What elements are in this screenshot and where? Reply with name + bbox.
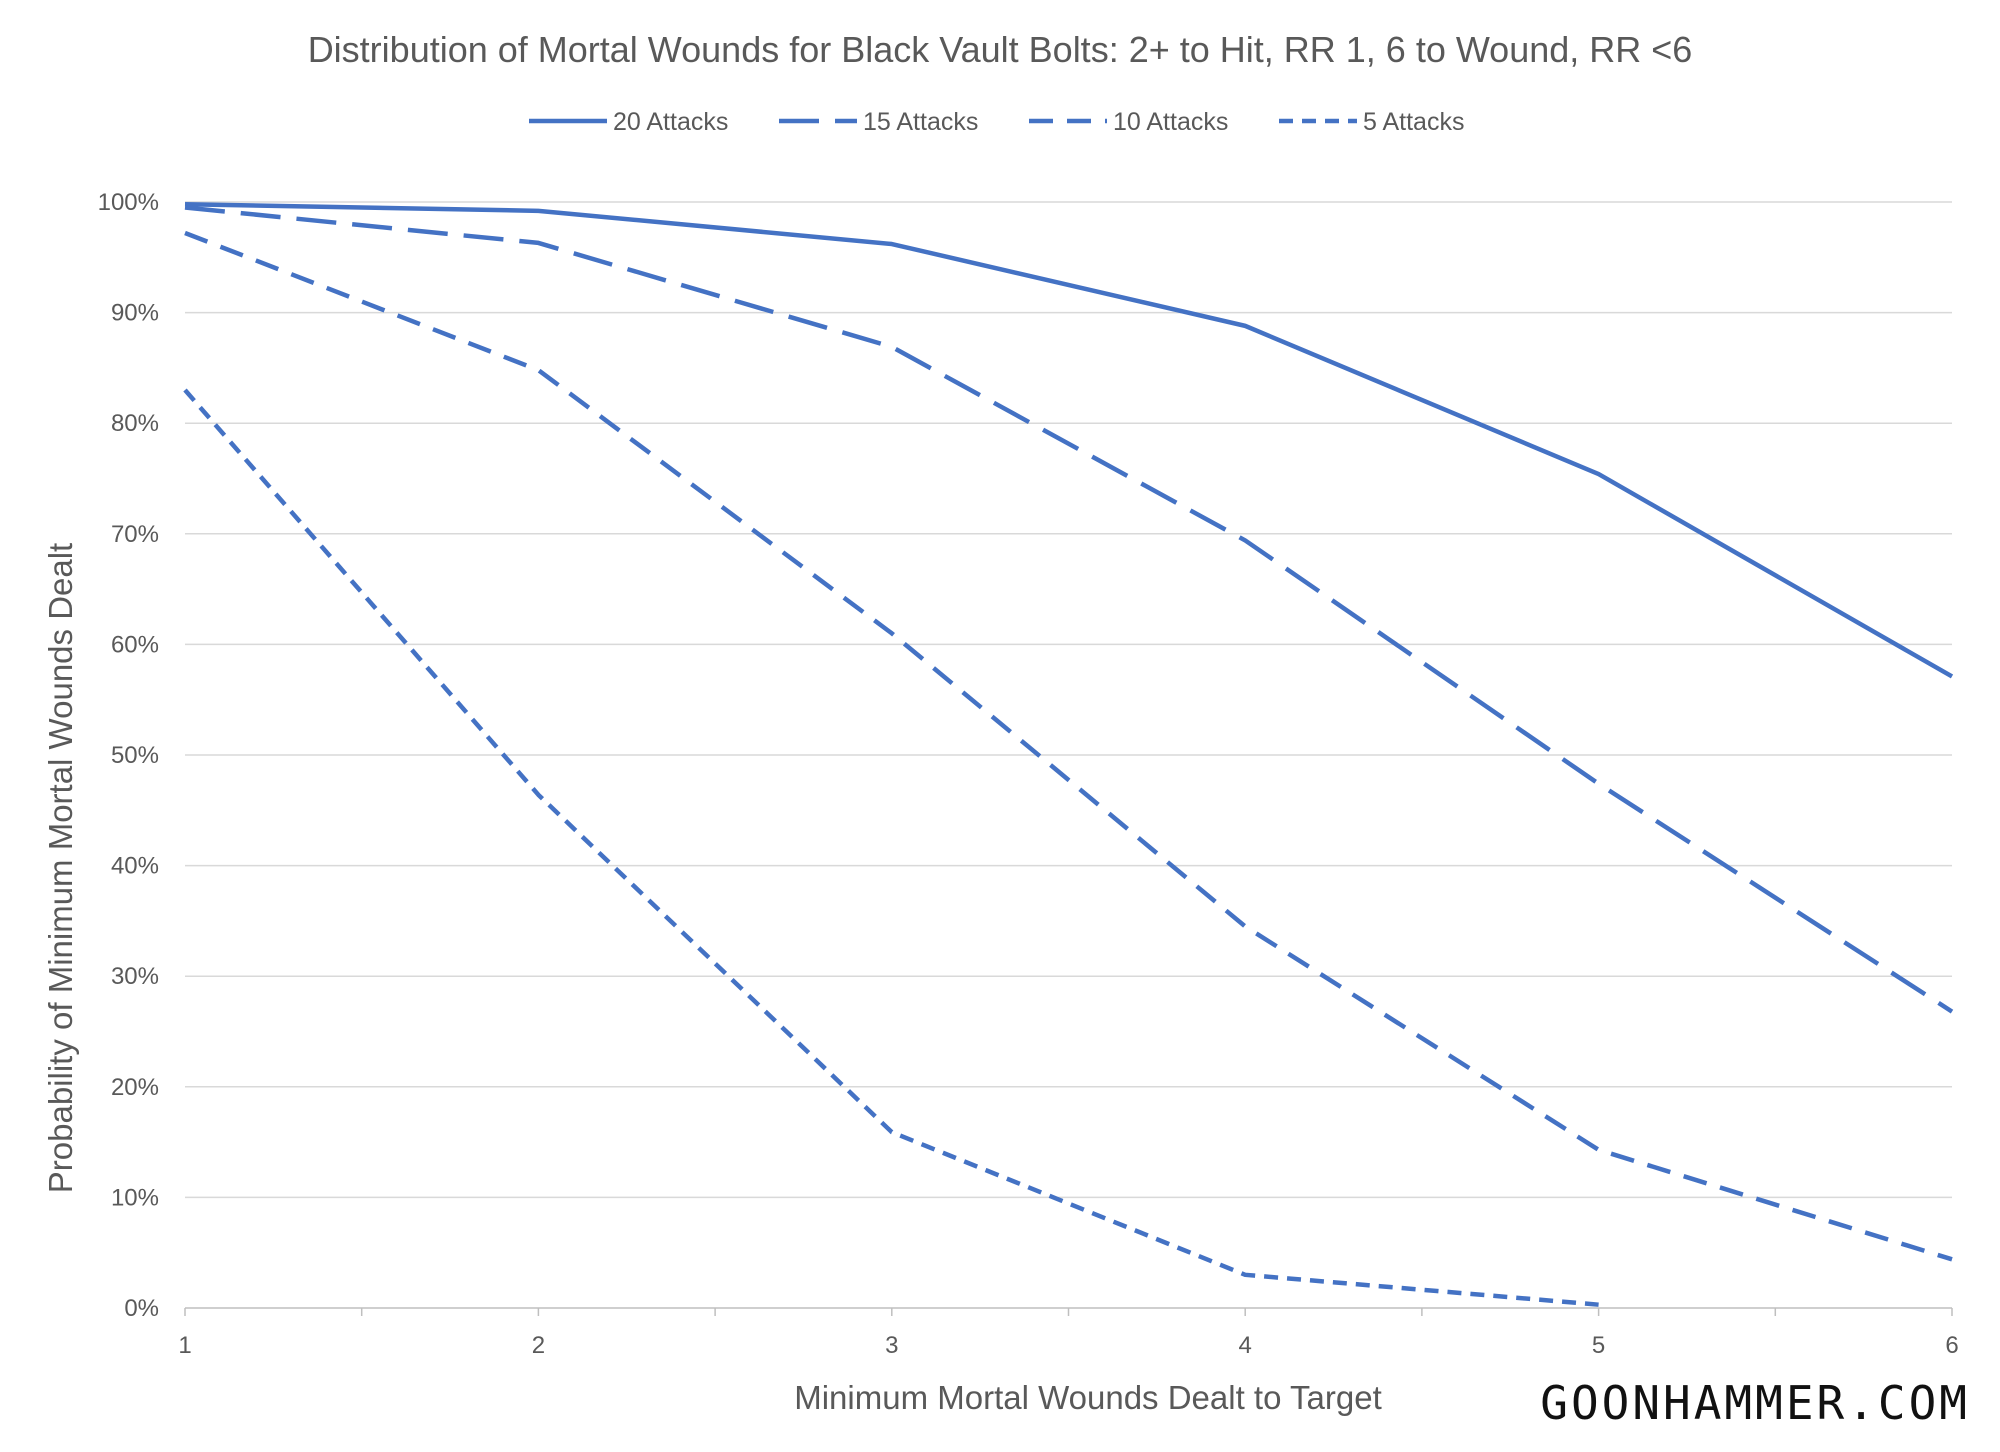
x-axis-title: Minimum Mortal Wounds Dealt to Target (794, 1379, 1382, 1416)
y-tick-label-10: 100% (98, 189, 159, 216)
x-tick-label-0: 1 (178, 1332, 191, 1359)
watermark: GOONHAMMER.COM (1540, 1376, 1970, 1430)
y-tick-label-3: 30% (111, 963, 159, 990)
series-line-0 (184, 201, 1954, 679)
y-axis-title: Probability of Minimum Mortal Wounds Dea… (42, 543, 79, 1193)
y-tick-label-0: 0% (124, 1295, 159, 1322)
legend-label-3: 5 Attacks (1363, 108, 1464, 136)
x-axis: 1 2 3 4 5 6 (178, 1307, 1959, 1359)
y-tick-label-9: 90% (111, 300, 159, 327)
series-line-2 (184, 230, 1953, 1262)
gridlines (185, 201, 1952, 1199)
x-tick-label-5: 6 (1945, 1332, 1958, 1359)
y-tick-label-1: 10% (111, 1184, 159, 1211)
legend-label-0: 20 Attacks (613, 108, 728, 136)
y-tick-label-4: 40% (111, 853, 159, 880)
series-lines (183, 201, 1954, 1307)
y-tick-label-7: 70% (111, 521, 159, 548)
x-tick-label-2: 3 (885, 1332, 898, 1359)
legend-label-2: 10 Attacks (1113, 108, 1228, 136)
y-tick-label-5: 50% (111, 742, 159, 769)
y-tick-label-2: 20% (111, 1074, 159, 1101)
series-line-3 (183, 388, 1599, 1307)
legend-label-1: 15 Attacks (863, 108, 978, 136)
legend: 20 Attacks 15 Attacks 10 Attacks 5 Attacks (529, 108, 1464, 136)
x-tick-label-3: 4 (1239, 1332, 1252, 1359)
series-line-1 (184, 205, 1954, 1014)
y-axis-ticks: 0% 10% 20% 30% 40% 50% 60% 70% 80% 90% 100% (98, 189, 159, 1322)
chart-title: Distribution of Mortal Wounds for Black … (308, 29, 1693, 70)
y-tick-label-8: 80% (111, 410, 159, 437)
x-tick-label-1: 2 (532, 1332, 545, 1359)
y-tick-label-6: 60% (111, 631, 159, 658)
x-tick-label-4: 5 (1592, 1332, 1605, 1359)
